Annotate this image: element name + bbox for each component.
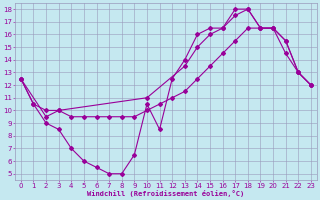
- X-axis label: Windchill (Refroidissement éolien,°C): Windchill (Refroidissement éolien,°C): [87, 190, 244, 197]
